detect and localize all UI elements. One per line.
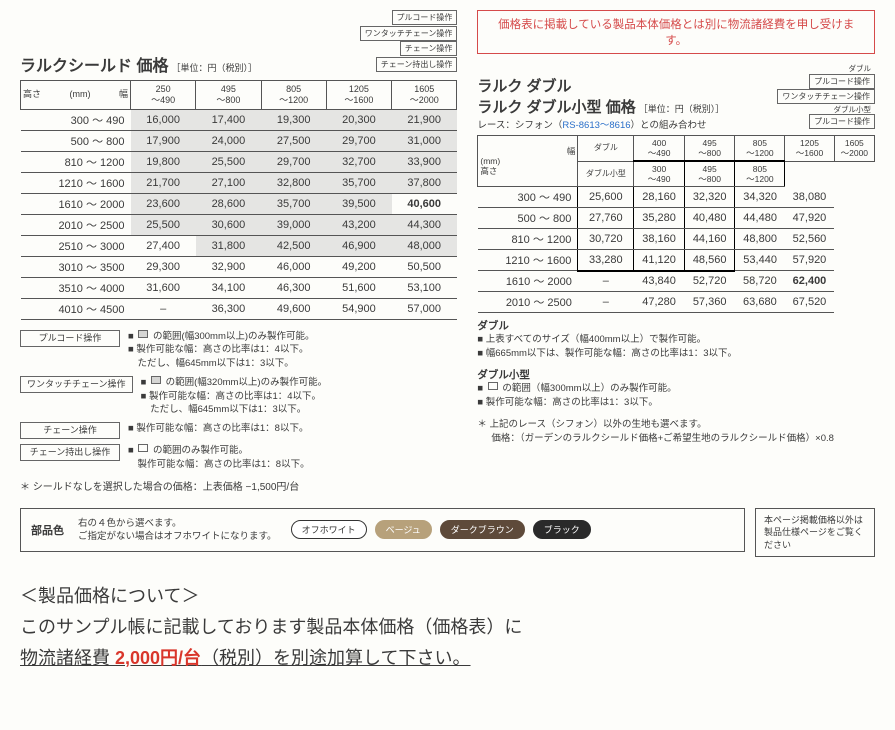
table-row: 1210 〜 160021,70027,10032,80035,70037,80… [21, 172, 457, 193]
color-chip: ブラック [533, 520, 591, 539]
color-chip: ベージュ [375, 520, 432, 539]
right-combo: レース：シフォン（RS-8613〜8616）との組み合わせ [477, 117, 777, 131]
op-label: ワンタッチチェーン操作 [360, 26, 458, 41]
right-sect2-label: ダブル小型 [477, 367, 875, 382]
note-body: ■ 製作可能な幅：高さの比率は1：8以下。 [128, 422, 457, 436]
table-row: 4010 〜 4500–36,30049,60054,90057,000 [21, 298, 457, 319]
right-sect1-label: ダブル [477, 318, 875, 333]
note-label: チェーン操作 [20, 422, 120, 439]
table-row: 1610 〜 200023,60028,60035,70039,50040,60… [21, 193, 457, 214]
right-title2: ラルク ダブル小型 価格 [477, 96, 635, 117]
table-row: 1610 〜 2000–43,84052,72058,72062,400 [478, 271, 875, 292]
side-note: 本ページ掲載価格以外は製品仕様ページをご覧ください [755, 508, 875, 558]
table-row: 810 〜 120030,72038,16044,16048,80052,560 [478, 229, 875, 250]
table-row: 3010 〜 350029,30032,90046,00049,20050,50… [21, 256, 457, 277]
color-chip: ダークブラウン [440, 520, 525, 539]
table-row: 1210 〜 160033,28041,12048,56053,44057,92… [478, 250, 875, 271]
table-row: 2010 〜 2500–47,28057,36063,68067,520 [478, 292, 875, 313]
op-label: ダブル [845, 64, 876, 73]
note-label: ワンタッチチェーン操作 [20, 376, 133, 393]
left-op-labels: プルコード操作ワンタッチチェーン操作チェーン操作チェーン持出し操作 [360, 10, 458, 72]
note-body: ■ の範囲(幅300mm以上)のみ製作可能。■ 製作可能な幅：高さの比率は1：4… [128, 330, 457, 371]
color-chip: オフホワイト [291, 520, 367, 539]
op-label: プルコード操作 [392, 10, 458, 25]
note-body: ■ の範囲(幅320mm以上)のみ製作可能。■ 製作可能な幅：高さの比率は1：4… [141, 376, 458, 417]
right-unit: ［単位：円（税別）］ [639, 104, 725, 114]
left-notes: プルコード操作 ■ の範囲(幅300mm以上)のみ製作可能。■ 製作可能な幅：高さ… [20, 330, 457, 472]
right-sect1-notes: ■ 上表すべてのサイズ（幅400mm以上）で製作可能。■ 幅665mm以下は、製… [477, 333, 875, 362]
op-label: ワンタッチチェーン操作 [777, 89, 875, 104]
right-price-table: 幅(mm)高さダブル400〜490495〜800805〜12001205〜160… [477, 135, 875, 313]
right-op-labels: ダブルプルコード操作ワンタッチチェーン操作ダブル小型プルコード操作 [777, 64, 875, 129]
note-body: ■ の範囲のみ製作可能。 製作可能な幅：高さの比率は1：8以下。 [128, 444, 457, 472]
left-unit: ［単位：円（税別）］ [172, 63, 258, 73]
note-label: チェーン持出し操作 [20, 444, 120, 461]
op-label: プルコード操作 [809, 74, 875, 89]
color-box-label: 部品色 [31, 522, 64, 538]
table-row: 300 〜 49025,60028,16032,32034,32038,080 [478, 187, 875, 208]
color-box-text: 右の４色から選べます。ご指定がない場合はオフホワイトになります。 [78, 517, 277, 544]
table-row: 300 〜 49016,00017,40019,30020,30021,900 [21, 109, 457, 130]
notice-box: 価格表に掲載している製品本体価格とは別に物流諸経費を申し受けます。 [477, 10, 875, 54]
op-label: ダブル小型 [830, 105, 876, 114]
op-label: チェーン持出し操作 [376, 57, 458, 72]
op-label: チェーン操作 [400, 41, 458, 56]
color-box: 部品色 右の４色から選べます。ご指定がない場合はオフホワイトになります。 オフホ… [20, 508, 745, 553]
note-label: プルコード操作 [20, 330, 120, 347]
op-label: プルコード操作 [809, 114, 875, 129]
table-row: 500 〜 80017,90024,00027,50029,70031,000 [21, 130, 457, 151]
left-price-table: 高さ(mm)幅250〜490495〜800805〜12001205〜160016… [20, 80, 457, 320]
table-row: 3510 〜 400031,60034,10046,30051,60053,10… [21, 277, 457, 298]
right-title1: ラルク ダブル [477, 75, 571, 96]
color-chips: オフホワイトベージュダークブラウンブラック [291, 520, 591, 539]
table-row: 500 〜 80027,76035,28040,48044,48047,920 [478, 208, 875, 229]
right-sect2-notes: ■ の範囲（幅300mm以上）のみ製作可能。■ 製作可能な幅：高さの比率は1：3… [477, 382, 875, 411]
table-row: 810 〜 120019,80025,50029,70032,70033,900 [21, 151, 457, 172]
table-row: 2510 〜 300027,40031,80042,50046,90048,00… [21, 235, 457, 256]
right-asterisk: ＊ 上記のレース（シフォン）以外の生地も選べます。 価格：（ガーデンのラルクシー… [477, 418, 875, 447]
pricing-big-note: ＜製品価格について＞ このサンプル帳に記載しております製品本体価格（価格表）に … [20, 581, 875, 673]
table-row: 2010 〜 250025,50030,60039,00043,20044,30… [21, 214, 457, 235]
left-footnote: ＊ シールドなしを選択した場合の価格：上表価格 −1,500円/台 [20, 478, 457, 493]
left-title: ラルクシールド 価格 [20, 52, 168, 76]
